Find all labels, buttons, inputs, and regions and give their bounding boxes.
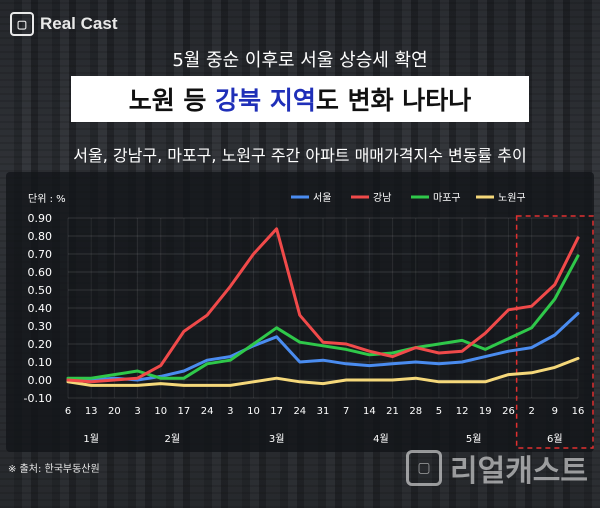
x-tick-label: 17 (270, 406, 283, 417)
month-label: 5월 (466, 433, 482, 445)
x-tick-label: 14 (363, 406, 376, 417)
x-tick-label: 26 (502, 406, 515, 417)
chart-panel: 단위 : % 0.90 0.80 0.70 0.60 0.50 0.40 0.30 0.20 0.… (6, 172, 594, 452)
x-tick-label: 16 (572, 406, 585, 417)
watermark: ▢ 리얼캐스트 (406, 446, 588, 490)
title-part2: 도 변화 나타나 (315, 86, 472, 115)
watermark-logo-icon: ▢ (406, 450, 442, 486)
series-line-gangnam (66, 227, 580, 384)
highlight-box (515, 215, 594, 449)
month-label: 4월 (373, 433, 389, 445)
x-tick-label: 13 (85, 406, 98, 417)
logo-text: Real Cast (40, 14, 118, 33)
y-tick-label: 0.80 (28, 230, 53, 243)
y-tick-label: 0.30 (28, 320, 53, 333)
x-tick-label: 21 (386, 406, 399, 417)
y-tick-label: 0.60 (28, 266, 53, 279)
x-tick-label: 10 (247, 406, 260, 417)
month-label: 2월 (165, 433, 181, 445)
logo-mark-icon: ▢ (10, 12, 34, 36)
y-tick-label: 0.70 (28, 248, 53, 261)
y-tick-label: 0.40 (28, 302, 53, 315)
source-note: ※ 출처: 한국부동산원 (8, 464, 100, 475)
x-tick-label: 9 (552, 406, 558, 417)
unit-label: 단위 : % (28, 192, 66, 205)
x-tick-label: 12 (456, 406, 469, 417)
x-tick-label: 20 (108, 406, 121, 417)
month-label: 6월 (547, 433, 563, 445)
series-line-seoul (66, 311, 580, 382)
x-tick-label: 31 (317, 406, 330, 417)
legend-label-gangnam: 강남 (373, 192, 391, 204)
x-tick-label: 24 (293, 406, 306, 417)
headline-title: 노원 등 강북 지역 도 변화 나타나 (71, 76, 529, 122)
x-tick-label: 6 (65, 406, 71, 417)
x-tick-label: 10 (154, 406, 167, 417)
legend-label-seoul: 서울 (313, 192, 331, 204)
x-tick-label: 7 (343, 406, 349, 417)
x-tick-label: 17 (178, 406, 191, 417)
brand-logo: ▢ Real Cast (10, 12, 117, 36)
y-tick-label: 0.90 (28, 212, 53, 225)
y-tick-label: 0.50 (28, 284, 53, 297)
x-tick-label: 19 (479, 406, 492, 417)
x-tick-label: 3 (227, 406, 233, 417)
line-chart: 단위 : % 0.90 0.80 0.70 0.60 0.50 0.40 0.30 0.20 0.… (24, 192, 594, 449)
x-tick-label: 2 (528, 406, 534, 417)
y-tick-label: -0.10 (24, 392, 52, 405)
month-label: 1월 (83, 433, 99, 445)
series-line-mapo (66, 254, 580, 380)
y-tick-label: 0.20 (28, 338, 53, 351)
series-line-nowon (66, 356, 580, 387)
x-tick-label: 28 (409, 406, 422, 417)
y-tick-label: 0.00 (28, 374, 53, 387)
x-tick-label: 3 (134, 406, 140, 417)
y-tick-label: 0.10 (28, 356, 53, 369)
x-tick-label: 5 (436, 406, 442, 417)
watermark-text: 리얼캐스트 (450, 454, 588, 489)
title-part1: 노원 등 (128, 86, 216, 115)
chart-title: 서울, 강남구, 마포구, 노원구 주간 아파트 매매가격지수 변동률 추이 (73, 146, 527, 165)
headline-subtitle: 5월 중순 이후로 서울 상승세 확연 (172, 50, 428, 71)
x-tick-label: 24 (201, 406, 214, 417)
month-label: 3월 (269, 433, 285, 445)
title-highlight: 강북 지역 (215, 86, 316, 115)
legend-label-nowon: 노원구 (498, 192, 526, 204)
legend-label-mapo: 마포구 (433, 192, 461, 204)
